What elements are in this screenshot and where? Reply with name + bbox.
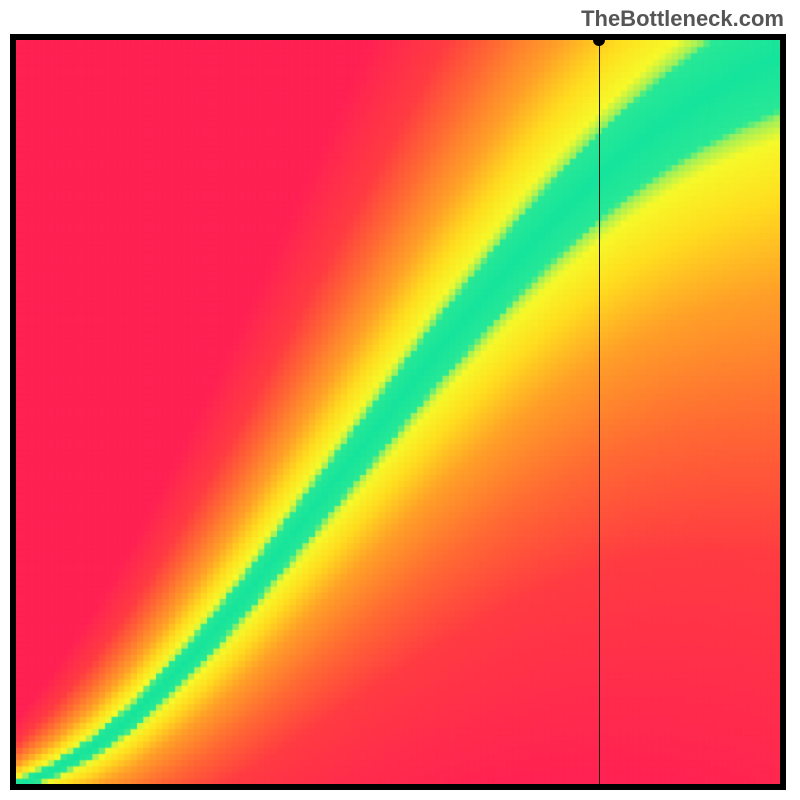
current-config-vertical-line	[599, 40, 600, 784]
heatmap-canvas	[16, 40, 780, 784]
current-config-marker-dot	[593, 34, 605, 46]
bottleneck-heatmap	[10, 34, 786, 790]
watermark-text: TheBottleneck.com	[581, 6, 784, 32]
